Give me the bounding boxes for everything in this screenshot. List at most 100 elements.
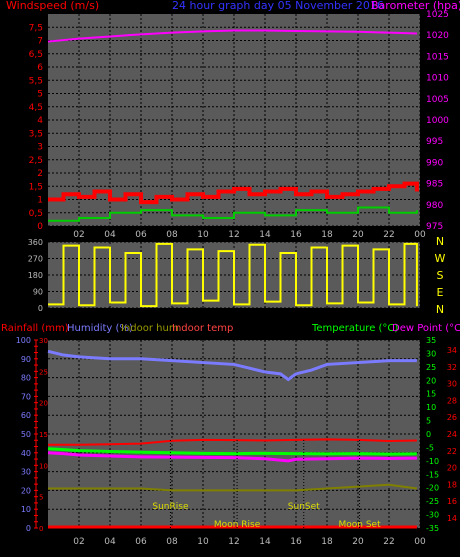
temp-x-tick: 14 — [259, 537, 271, 547]
wind-x-tick: 02 — [73, 230, 84, 240]
compass-tick: N — [436, 303, 444, 316]
dewpoint-y-tick: 20 — [447, 464, 457, 473]
barometer-y-tick: 975 — [426, 222, 443, 232]
wind-y-tick: 0 — [37, 222, 43, 232]
rain-axis-label: Rainfall (mm) — [1, 323, 69, 334]
barometer-y-tick: 1025 — [426, 10, 449, 20]
temperature-y-tick: -20 — [426, 484, 439, 493]
direction-y-tick: 360 — [28, 238, 43, 247]
temp-x-tick: 00 — [414, 537, 426, 547]
direction-line — [48, 242, 418, 308]
humidity-y-tick: 60 — [21, 411, 31, 420]
direction-y-tick: 270 — [28, 255, 43, 264]
compass-tick: N — [436, 235, 444, 248]
wind-x-tick: 18 — [321, 230, 333, 240]
barometer-y-tick: 1000 — [426, 116, 449, 126]
temperature-y-tick: -35 — [426, 524, 439, 533]
wind-y-tick: 3 — [37, 143, 43, 153]
direction-y-tick: 180 — [28, 271, 43, 280]
dewpoint-y-tick: 14 — [447, 514, 457, 523]
rain-y-tick: 30 — [39, 337, 48, 345]
dewpoint-y-tick: 18 — [447, 480, 457, 489]
temperature-y-tick: 30 — [426, 349, 436, 358]
temp-x-tick: 22 — [383, 537, 394, 547]
barometer-y-tick: 1010 — [426, 74, 449, 84]
wind-y-tick: 1,5 — [29, 182, 43, 192]
wind-x-tick: 00 — [414, 230, 426, 240]
temperature-y-tick: -10 — [426, 457, 439, 466]
temperature-y-tick: -30 — [426, 511, 439, 520]
temp-x-tick: 06 — [135, 537, 147, 547]
barometer-y-tick: 980 — [426, 201, 443, 211]
wind-chart-title: 24 hour graph day 05 November 2016 — [172, 0, 384, 12]
humidity-y-tick: 20 — [21, 486, 31, 495]
indoor_hum-line — [48, 483, 418, 492]
wind-series — [47, 29, 419, 222]
wind-y-tick: 5,5 — [29, 76, 43, 86]
wind-x-tick: 12 — [228, 230, 239, 240]
wind-y-tick: 7 — [37, 37, 43, 47]
temp-x-tick: 12 — [228, 537, 239, 547]
wind-axis-label: Windspeed (m/s) — [6, 0, 99, 12]
rain-y-tick: 0 — [39, 525, 43, 533]
moonrise-label: Moon Rise — [214, 520, 261, 530]
barometer-y-tick: 1005 — [426, 95, 449, 105]
humidity-line — [47, 349, 417, 382]
wind-x-tick: 22 — [383, 230, 394, 240]
temperature-y-tick: 25 — [426, 363, 436, 372]
temperature-y-tick: -15 — [426, 470, 439, 479]
barometer-axis-label: Barometer (hpa) — [371, 0, 460, 12]
temp-ticks: 02 04 06 08 10 12 14 16 18 20 22 000102030405060708… — [16, 336, 457, 547]
wind-y-tick: 4 — [37, 116, 43, 126]
wind-y-tick: 0,5 — [29, 209, 43, 219]
rain-y-tick: 15 — [39, 431, 48, 439]
temperature-y-tick: 5 — [426, 417, 431, 426]
wind-y-tick: 4,5 — [29, 103, 43, 113]
temp-x-tick: 10 — [197, 537, 209, 547]
temp-x-tick: 18 — [321, 537, 333, 547]
indoor-hum-label: Indoor hum — [121, 323, 179, 334]
dewpoint-y-tick: 34 — [447, 346, 457, 355]
humidity-y-tick: 30 — [21, 468, 31, 477]
wind-y-tick: 6 — [37, 63, 43, 73]
barometer-y-tick: 1020 — [426, 31, 449, 41]
wind-y-tick: 2,5 — [29, 156, 43, 166]
wind-barometer-chart: 02 04 06 08 10 12 14 16 18 20 22 0000,511,522,533,5… — [6, 0, 460, 240]
wind-y-tick: 6,5 — [29, 50, 43, 60]
barometer-y-tick: 995 — [426, 137, 443, 147]
dewpoint-y-tick: 28 — [447, 396, 457, 405]
temperature-y-tick: -25 — [426, 497, 439, 506]
compass-tick: E — [437, 286, 444, 299]
humidity-y-tick: 10 — [21, 505, 31, 514]
barometer-y-tick: 985 — [426, 180, 443, 190]
temperature-y-tick: 20 — [426, 376, 436, 385]
wind-y-tick: 3,5 — [29, 129, 43, 139]
compass-tick: W — [435, 252, 446, 265]
sunset-label: SunSet — [288, 502, 320, 512]
temperature-y-tick: 10 — [426, 403, 436, 412]
temp-x-tick: 02 — [73, 537, 84, 547]
wind-x-tick: 20 — [352, 230, 364, 240]
rain-y-tick: 5 — [39, 494, 43, 502]
temperature-y-tick: 35 — [426, 336, 436, 345]
dewpoint-y-tick: 30 — [447, 380, 457, 389]
indoor-temp-label: Indoor temp — [172, 323, 233, 334]
dewpoint-y-tick: 16 — [447, 497, 457, 506]
temp-x-tick: 04 — [104, 537, 116, 547]
compass-tick: S — [437, 269, 444, 282]
wind-x-tick: 16 — [290, 230, 302, 240]
humidity-y-tick: 70 — [21, 392, 31, 401]
temperature-y-tick: -5 — [426, 443, 434, 452]
moonset-label: Moon Set — [338, 520, 381, 530]
temperature-axis-label: Temperature (°C) — [311, 323, 398, 334]
humidity-y-tick: 80 — [21, 374, 31, 383]
wind-x-tick: 10 — [197, 230, 209, 240]
temperature-y-tick: 15 — [426, 390, 436, 399]
direction-series — [48, 242, 418, 308]
humidity-y-tick: 100 — [16, 336, 31, 345]
dewpoint-y-tick: 24 — [447, 430, 457, 439]
direction-y-tick: 0 — [38, 304, 43, 313]
